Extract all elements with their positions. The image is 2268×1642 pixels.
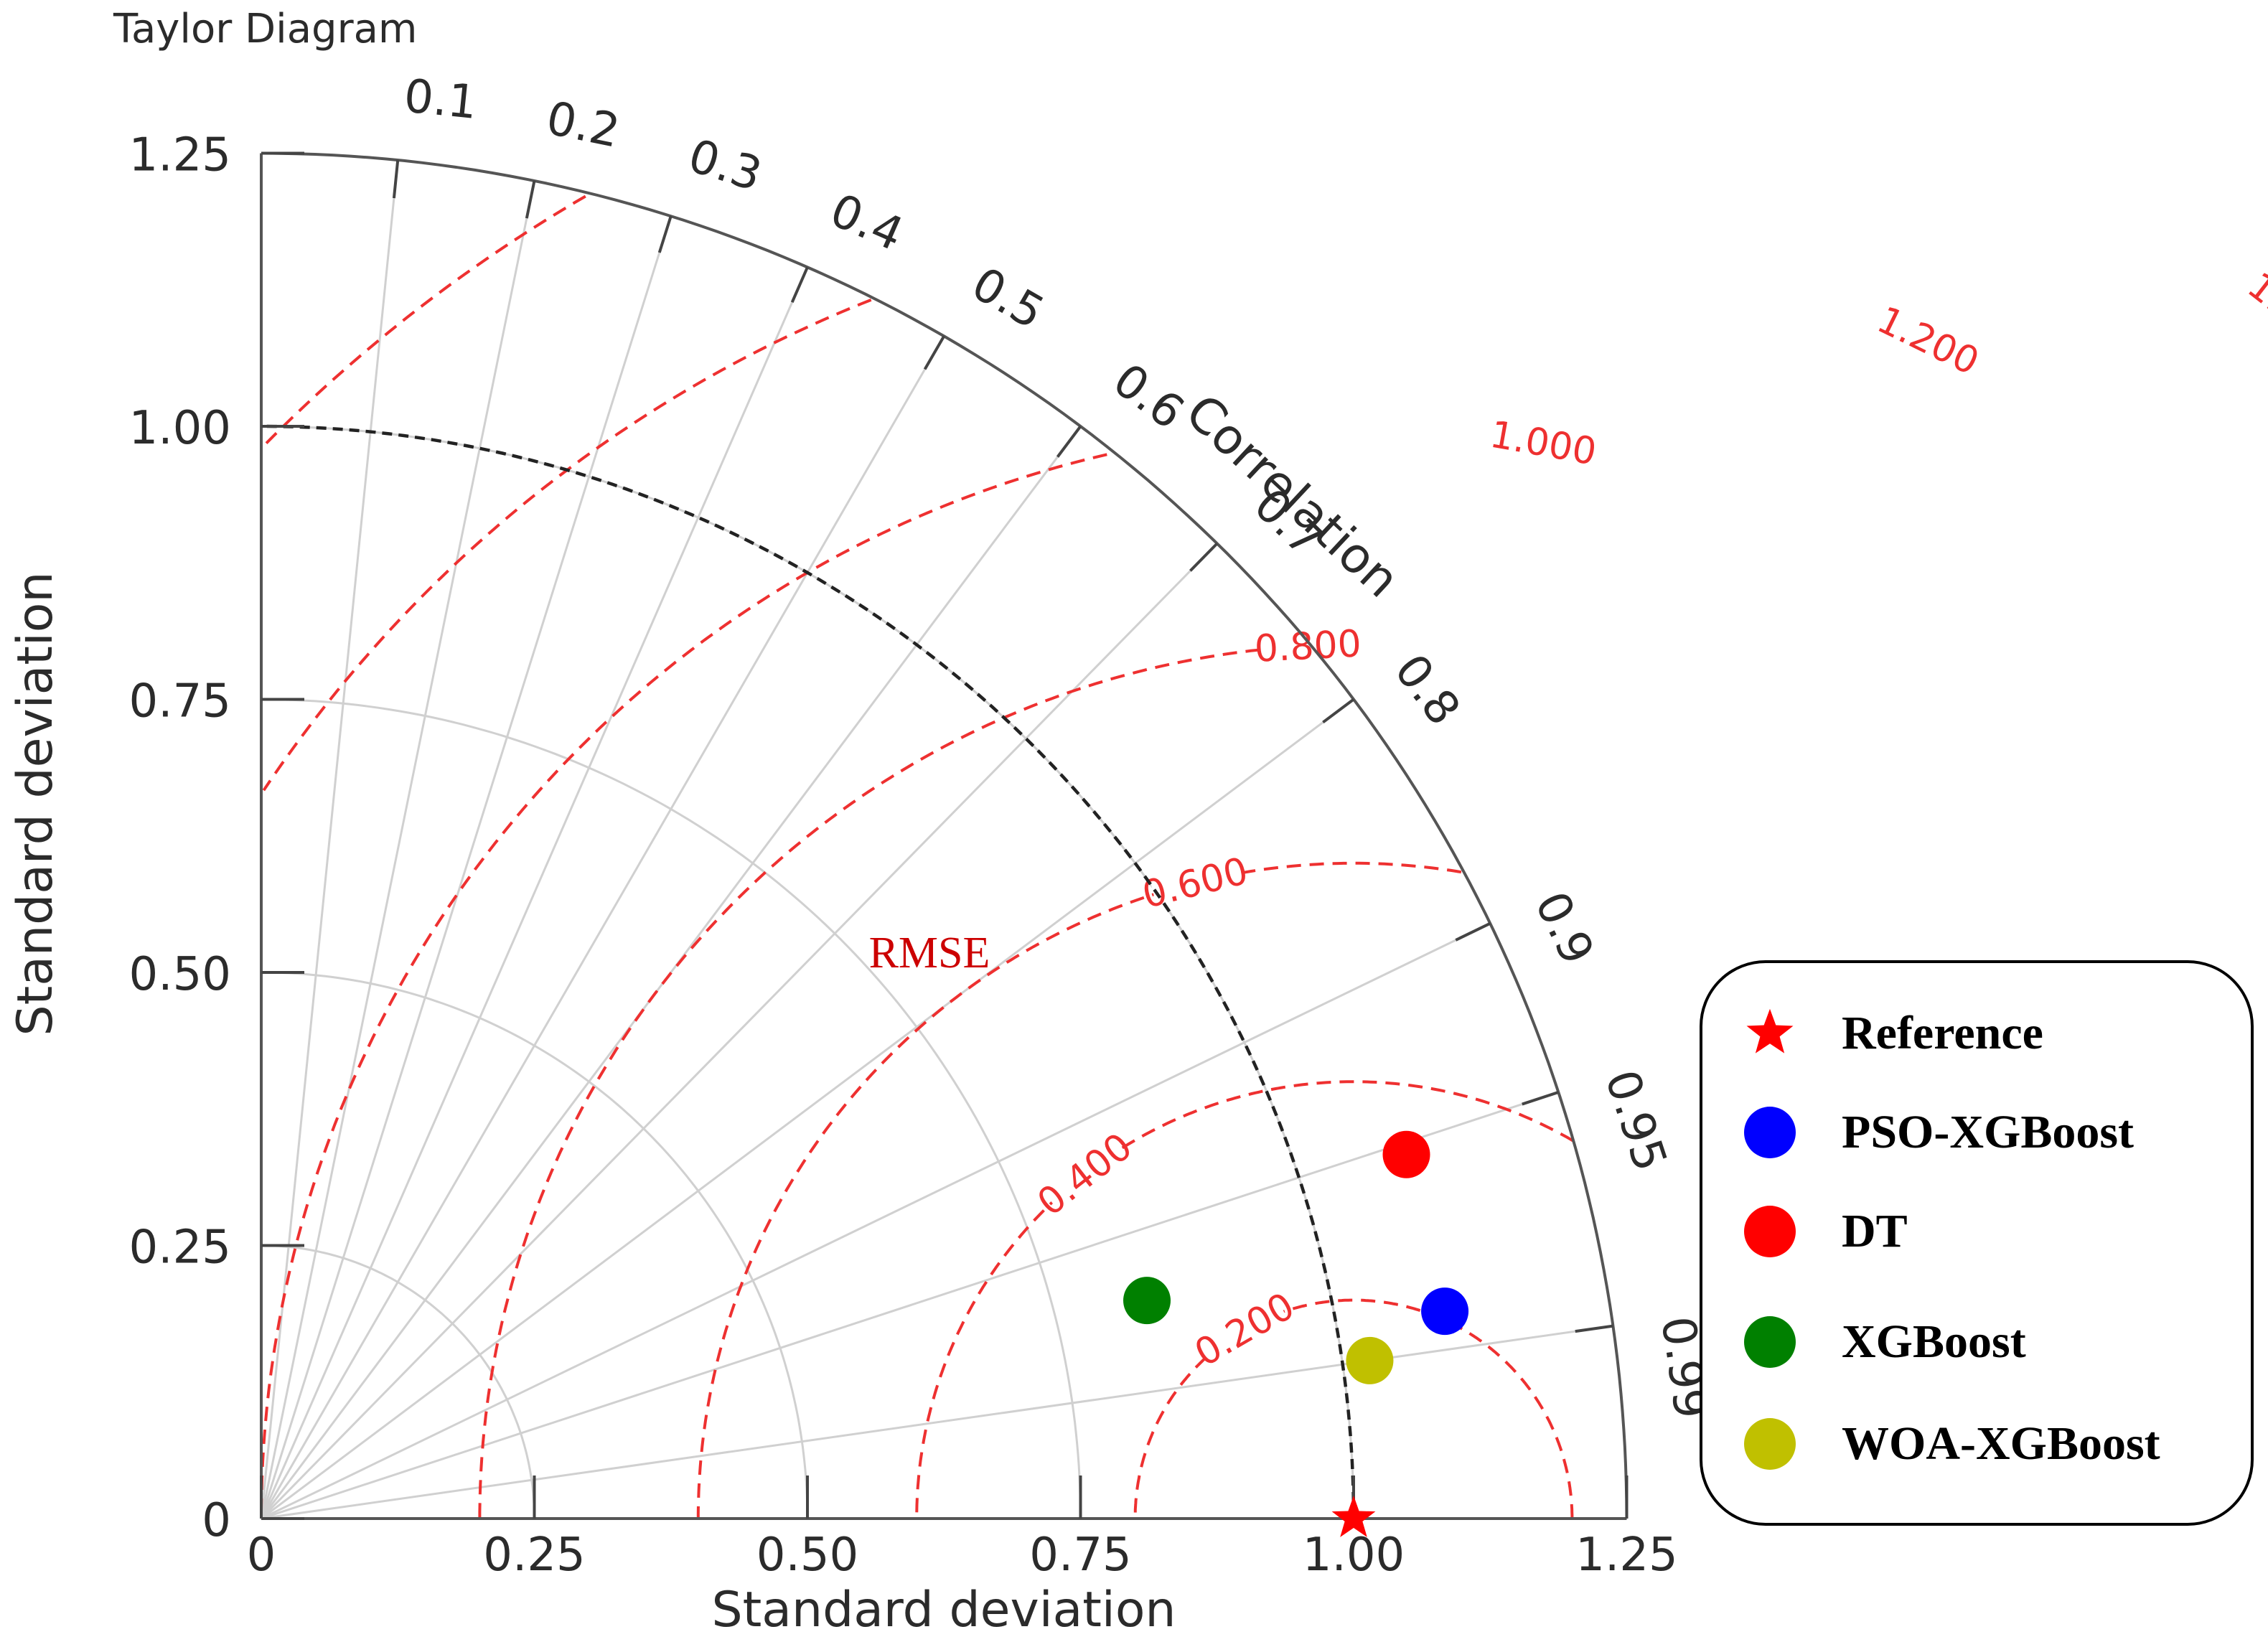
correlation-tick <box>923 335 945 370</box>
correlation-tick <box>1522 1091 1559 1106</box>
correlation-grid-line <box>260 180 535 1519</box>
circle-icon <box>1744 1206 1796 1257</box>
rmse-contour-label: 0.800 <box>1253 622 1362 671</box>
rmse-label-bg <box>1149 855 1242 910</box>
correlation-grid-line <box>260 159 399 1519</box>
correlation-tick <box>525 180 536 219</box>
legend-label: PSO-XGBoost <box>1842 1106 2135 1158</box>
legend-item-xgboost: XGBoost <box>1743 1306 2026 1378</box>
reference-std-arc <box>261 424 1356 1519</box>
point-dt <box>1382 1130 1430 1178</box>
y-tick-label: 1.00 <box>129 402 232 455</box>
legend: Reference PSO-XGBoost DT XGBoost WOA-XGB… <box>1700 960 2254 1526</box>
correlation-tick-label: 0.1 <box>401 70 479 130</box>
correlation-axis-label: Correlation <box>1174 384 1410 609</box>
rmse-contour <box>260 453 1107 1519</box>
grid-lines <box>260 159 1613 1520</box>
rmse-contour <box>478 644 1306 1519</box>
correlation-grid-line <box>261 1091 1559 1520</box>
legend-item-dt: DT <box>1743 1196 1908 1267</box>
rmse-contour <box>915 1080 1574 1519</box>
correlation-tick <box>1322 698 1355 724</box>
y-tick-label: 0.75 <box>129 675 232 728</box>
correlation-tick <box>1575 1324 1613 1333</box>
std-grid-arc <box>261 425 1355 1519</box>
correlation-grid-line <box>261 698 1354 1520</box>
outer-arc <box>261 151 1629 1519</box>
y-tick-label: 1.25 <box>129 129 232 182</box>
y-axis-label: Standard deviation <box>7 571 64 1036</box>
correlation-grid-line <box>261 922 1491 1520</box>
correlation-tick <box>1056 425 1082 458</box>
rmse-label-bg <box>1040 1134 1130 1215</box>
std-grid-arc <box>261 698 1082 1519</box>
correlation-tick <box>790 266 809 303</box>
correlation-grid-line <box>260 543 1218 1520</box>
legend-item-woa-xgboost: WOA-XGBoost <box>1743 1408 2160 1480</box>
correlation-tick-label: 0.2 <box>542 92 624 159</box>
correlation-grid-line <box>260 335 945 1519</box>
x-tick-label: 0.50 <box>756 1529 859 1582</box>
correlation-tick-label: 0.3 <box>682 129 767 202</box>
rmse-label-bg <box>1198 1293 1290 1366</box>
std-grid-arc <box>261 971 809 1519</box>
rmse-label-bg <box>1264 626 1352 666</box>
legend-label: WOA-XGBoost <box>1842 1417 2160 1470</box>
star-icon <box>1743 1006 1797 1061</box>
correlation-tick-label: 0.4 <box>823 184 911 262</box>
correlation-tick <box>657 215 673 253</box>
x-tick-label: 0 <box>247 1529 276 1582</box>
rmse-contour-label: 0.200 <box>1188 1285 1302 1375</box>
chart-title: Taylor Diagram <box>113 6 418 52</box>
legend-item-reference: Reference <box>1743 998 2043 1069</box>
y-tick-label: 0 <box>202 1494 231 1547</box>
circle-icon <box>1744 1418 1796 1470</box>
reference-std-arc <box>261 424 1356 1519</box>
plot-frame <box>260 151 1629 1520</box>
rmse-label-bg <box>1882 306 1975 375</box>
correlation-grid-line <box>260 266 809 1519</box>
rmse-label: RMSE <box>869 929 990 977</box>
data-points <box>1123 1130 1469 1537</box>
rmse-contour-label: 1.200 <box>1870 299 1985 384</box>
correlation-grid-line <box>261 1325 1613 1520</box>
rmse-contour <box>263 194 586 447</box>
std-grid-arc <box>261 1244 535 1519</box>
y-tick-label: 0.25 <box>129 1221 232 1275</box>
legend-label: DT <box>1842 1205 1908 1257</box>
point-pso-xgboost <box>1421 1287 1469 1336</box>
correlation-tick <box>1455 921 1491 942</box>
point-xgboost <box>1123 1277 1171 1325</box>
legend-label: XGBoost <box>1842 1315 2026 1368</box>
x-axis-label: Standard deviation <box>711 1582 1176 1638</box>
legend-label: Reference <box>1842 1007 2043 1059</box>
correlation-tick-label: 0.95 <box>1594 1064 1677 1177</box>
rmse-label-bg <box>1498 418 1589 468</box>
rmse-contour-label: 1.400 <box>2239 264 2268 364</box>
rmse-contour-label: 0.400 <box>1030 1125 1140 1225</box>
x-tick-label: 1.25 <box>1575 1529 1678 1582</box>
rmse-contour <box>696 861 1462 1519</box>
correlation-tick <box>392 159 400 199</box>
correlation-tick <box>1189 542 1219 572</box>
correlation-tick-label: 0.8 <box>1384 645 1470 736</box>
rmse-contour-label: 0.600 <box>1138 850 1252 917</box>
axis-ticks: 00 0.25 0.25 0.50 0.50 0.75 0.75 1.00 1.00 1.25 1.… <box>129 70 1718 1582</box>
rmse-contour-label: 1.000 <box>1487 413 1600 474</box>
x-tick-label: 0.25 <box>483 1529 586 1582</box>
x-tick-label: 0.75 <box>1029 1529 1132 1582</box>
circle-icon <box>1744 1316 1796 1368</box>
legend-item-pso-xgboost: PSO-XGBoost <box>1743 1097 2134 1168</box>
circle-icon <box>1744 1107 1796 1158</box>
correlation-grid-line <box>260 215 673 1519</box>
y-tick-label: 0.50 <box>129 948 232 1001</box>
rmse-contour <box>262 299 872 792</box>
correlation-tick-label: 0.9 <box>1524 884 1603 973</box>
point-woa-xgboost <box>1346 1336 1394 1384</box>
correlation-tick-label: 0.5 <box>962 258 1052 340</box>
x-tick-label: 1.00 <box>1303 1529 1405 1582</box>
point-reference <box>1331 1496 1376 1537</box>
